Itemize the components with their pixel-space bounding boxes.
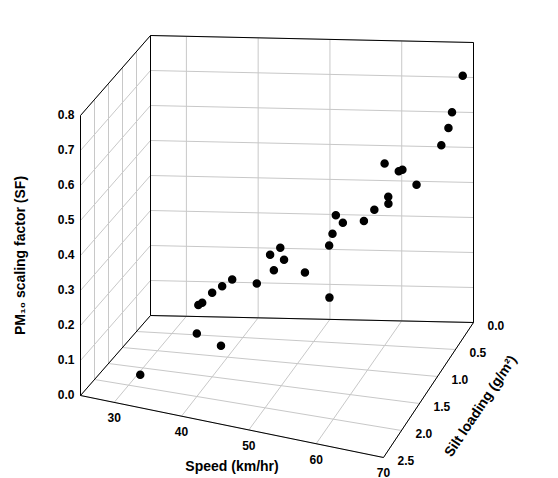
svg-text:40: 40 [175, 425, 189, 439]
svg-text:0.5: 0.5 [470, 346, 487, 360]
svg-text:0.0: 0.0 [58, 388, 75, 402]
svg-text:0.4: 0.4 [58, 248, 75, 262]
svg-text:Speed (km/hr): Speed (km/hr) [185, 458, 278, 474]
svg-text:30: 30 [107, 411, 121, 425]
svg-text:Silt loading (g/m²): Silt loading (g/m²) [441, 352, 520, 459]
svg-text:0.2: 0.2 [58, 318, 75, 332]
svg-text:0.6: 0.6 [58, 178, 75, 192]
svg-text:0.3: 0.3 [58, 283, 75, 297]
svg-text:0.1: 0.1 [58, 353, 75, 367]
svg-text:1.0: 1.0 [452, 373, 469, 387]
svg-text:0.0: 0.0 [488, 319, 505, 333]
svg-text:70: 70 [377, 466, 391, 478]
svg-text:PM₁₀ scaling factor (SF): PM₁₀ scaling factor (SF) [12, 176, 28, 335]
svg-text:0.5: 0.5 [58, 213, 75, 227]
svg-text:1.5: 1.5 [434, 400, 451, 414]
svg-text:0.8: 0.8 [58, 108, 75, 122]
svg-text:2.5: 2.5 [398, 454, 415, 468]
svg-text:60: 60 [309, 453, 323, 467]
svg-text:2.0: 2.0 [416, 427, 433, 441]
svg-text:0.7: 0.7 [58, 143, 75, 157]
svg-text:50: 50 [242, 439, 256, 453]
